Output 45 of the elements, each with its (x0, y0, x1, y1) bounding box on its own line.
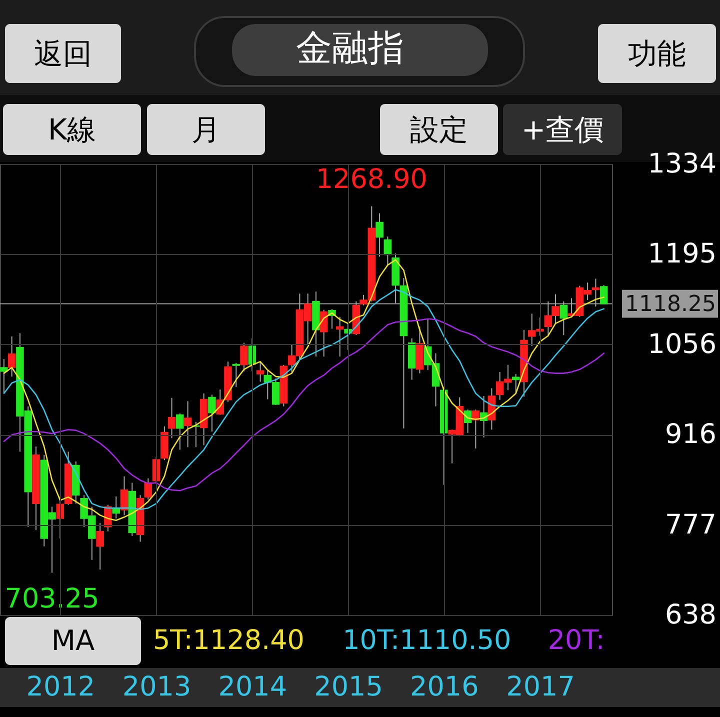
candlestick (0, 358, 8, 394)
text: 5T:1128.40 (153, 625, 304, 656)
ref-line-label: 1118.25 (625, 292, 716, 317)
candlestick (376, 212, 384, 258)
candlestick (120, 476, 128, 516)
y-tick-label: 777 (664, 509, 716, 540)
text: 設定 (410, 112, 468, 146)
candlestick (512, 373, 520, 394)
candlestick (184, 400, 192, 448)
text: 功能 (628, 36, 686, 70)
candlestick (96, 522, 104, 570)
y-tick-label: 1056 (648, 328, 716, 360)
text: K線 (48, 112, 96, 146)
annotation: 1268.90 (316, 164, 428, 196)
candlestick (560, 300, 568, 336)
candlestick (336, 316, 344, 357)
x-tick-label: 2013 (122, 672, 192, 702)
y-tick-label: 1334 (648, 148, 716, 180)
y-tick-label: 1195 (648, 238, 716, 270)
candlestick (144, 478, 152, 500)
text: 20T: (548, 625, 605, 656)
candlestick (320, 309, 328, 357)
y-tick-label: 916 (664, 419, 716, 450)
candlestick (592, 278, 600, 308)
text: +查價 (521, 112, 604, 146)
x-tick-label: 2016 (410, 672, 479, 702)
x-tick-label: 2012 (26, 672, 96, 702)
text: 返回 (34, 36, 92, 70)
candlestick (600, 284, 608, 304)
x-tick-label: 2015 (314, 672, 383, 702)
candlestick (240, 342, 248, 372)
candlestick (256, 361, 264, 382)
x-tick-label: 2017 (506, 672, 575, 702)
chart-title: 金融指 (296, 28, 404, 69)
candlestick (232, 362, 240, 388)
x-tick-label: 2014 (218, 672, 288, 702)
candlestick (8, 336, 16, 378)
legend-title: MA (51, 624, 95, 657)
candlestick (208, 394, 216, 432)
text: 10T:1110.50 (342, 625, 512, 656)
candlestick (176, 412, 184, 450)
annotation: 703.25 (4, 584, 100, 615)
y-tick-label: 638 (664, 600, 716, 630)
text: 月 (192, 112, 220, 146)
candlestick (168, 397, 176, 439)
